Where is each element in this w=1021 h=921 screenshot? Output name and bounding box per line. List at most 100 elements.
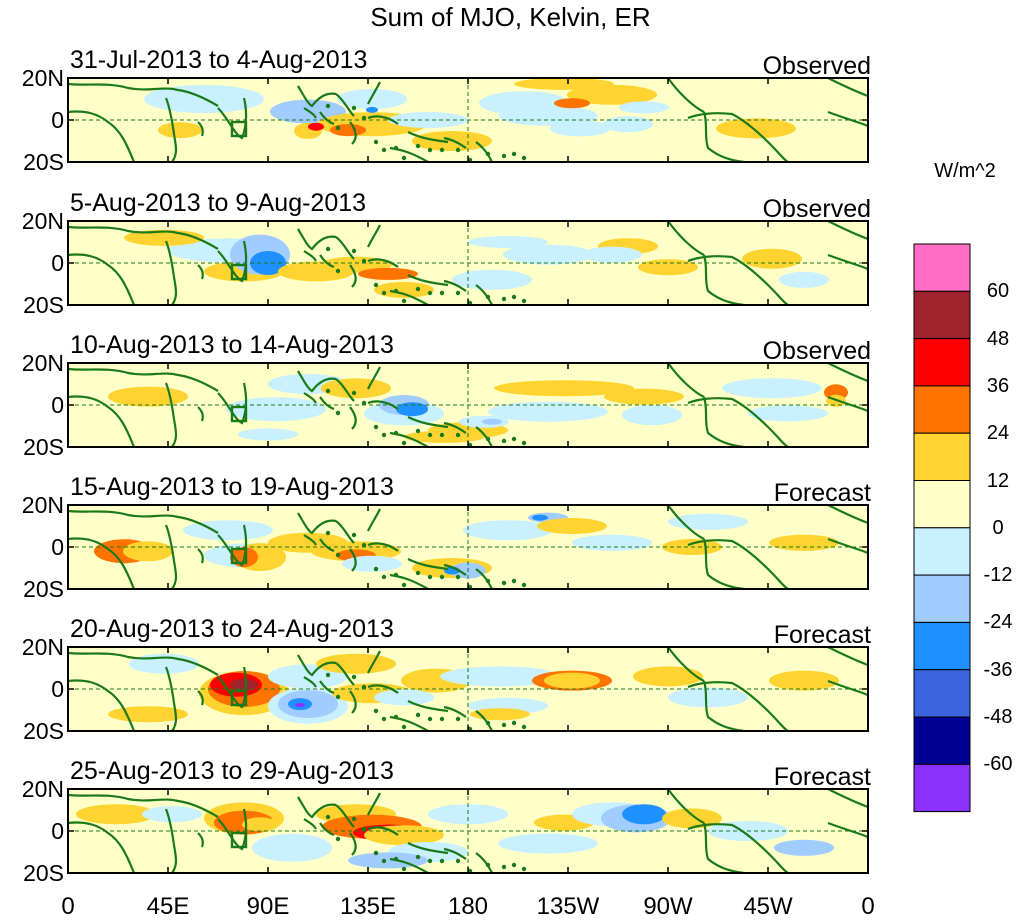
olr-anomaly-contour (470, 708, 530, 721)
colorbar-label: -24 (983, 611, 1013, 634)
coastline (667, 363, 705, 398)
coastline (827, 821, 868, 839)
island (521, 724, 527, 730)
island (511, 151, 517, 157)
coastline (389, 715, 429, 731)
colorbar-swatch (913, 716, 971, 765)
island (439, 290, 445, 296)
coastline (827, 789, 868, 809)
lat-label: 0 (51, 818, 64, 844)
coastline (319, 111, 335, 126)
island (439, 716, 445, 722)
island (401, 866, 407, 872)
island (455, 858, 461, 864)
coastline (319, 680, 335, 695)
olr-anomaly-contour (76, 804, 156, 825)
island (325, 814, 331, 820)
coastline (443, 421, 467, 434)
coastline (389, 431, 429, 447)
olr-anomaly-contour (769, 534, 839, 551)
lon-label: 180 (447, 893, 489, 920)
olr-anomaly-contour (633, 666, 703, 687)
coastline (197, 121, 204, 137)
island (485, 151, 491, 157)
island (335, 552, 341, 558)
olr-anomaly-contour (358, 267, 418, 280)
olr-anomaly-contour (123, 541, 173, 562)
island (335, 410, 341, 416)
olr-anomaly-contour (604, 388, 684, 405)
coastline (687, 112, 789, 162)
island (393, 572, 399, 578)
island (401, 298, 407, 304)
island (455, 290, 461, 296)
coastline (475, 284, 493, 305)
coastline (702, 254, 745, 305)
panel-status: Observed (762, 337, 871, 365)
coastline (702, 680, 745, 731)
olr-anomaly-contour (769, 670, 839, 691)
coastline (687, 681, 789, 731)
olr-anomaly-contour (532, 514, 548, 521)
olr-anomaly-contour (108, 386, 188, 407)
coastline (443, 847, 467, 860)
island (393, 288, 399, 294)
olr-anomaly-contour (668, 687, 748, 708)
coastline (687, 539, 789, 589)
colorbar-swatch (913, 432, 971, 482)
island (401, 724, 407, 730)
island (427, 574, 433, 580)
island (521, 298, 527, 304)
coastline (319, 396, 335, 411)
island (501, 864, 507, 870)
coastline (164, 808, 178, 873)
lon-label: 0 (861, 893, 875, 920)
colorbar-label: 48 (986, 327, 1010, 350)
island (485, 436, 491, 442)
island (511, 720, 517, 726)
map-panel-1 (68, 78, 868, 162)
map-panel-5 (68, 647, 868, 731)
coastline (297, 370, 337, 393)
island (361, 542, 367, 548)
olr-anomaly-contour (374, 689, 434, 706)
coastline (367, 366, 381, 390)
coastline (335, 378, 355, 402)
island (427, 147, 433, 153)
coastlines (68, 78, 868, 162)
olr-anomaly-contour (779, 271, 829, 288)
colorbar-swatch (913, 338, 971, 387)
olr-anomaly-contour (622, 804, 666, 825)
olr-anomaly-contour (374, 281, 434, 298)
index-region-box (230, 547, 248, 565)
olr-anomaly-contour (468, 236, 548, 248)
coastline (687, 823, 789, 873)
olr-anomaly-contour (544, 672, 600, 689)
coastline (68, 253, 136, 305)
island (325, 672, 331, 678)
olr-anomaly-contour (295, 702, 305, 707)
coastline (197, 264, 204, 280)
index-region-box (230, 263, 248, 281)
coastline (827, 253, 868, 271)
island (351, 532, 357, 538)
index-region-box (230, 689, 248, 707)
lat-label: 20N (21, 492, 64, 518)
lat-label: 20S (23, 860, 64, 886)
colorbar-label: -60 (983, 753, 1013, 776)
olr-anomaly-contour (330, 124, 366, 137)
olr-anomaly-contour (488, 401, 608, 422)
coastlines (68, 789, 868, 873)
coastline (303, 250, 317, 262)
olr-anomaly-contour (482, 418, 502, 425)
island (393, 145, 399, 151)
lat-label: 0 (51, 534, 64, 560)
olr-anomaly-contour (428, 804, 508, 825)
olr-anomaly-contour (554, 98, 590, 109)
olr-anomaly-contour (514, 78, 614, 90)
island (511, 436, 517, 442)
island (455, 432, 461, 438)
coastline (68, 821, 136, 873)
lon-label: 45W (743, 893, 793, 920)
